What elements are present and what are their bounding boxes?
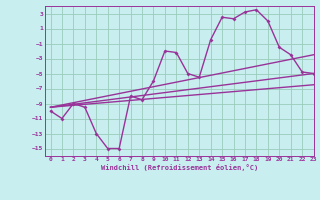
X-axis label: Windchill (Refroidissement éolien,°C): Windchill (Refroidissement éolien,°C) [100,164,258,171]
